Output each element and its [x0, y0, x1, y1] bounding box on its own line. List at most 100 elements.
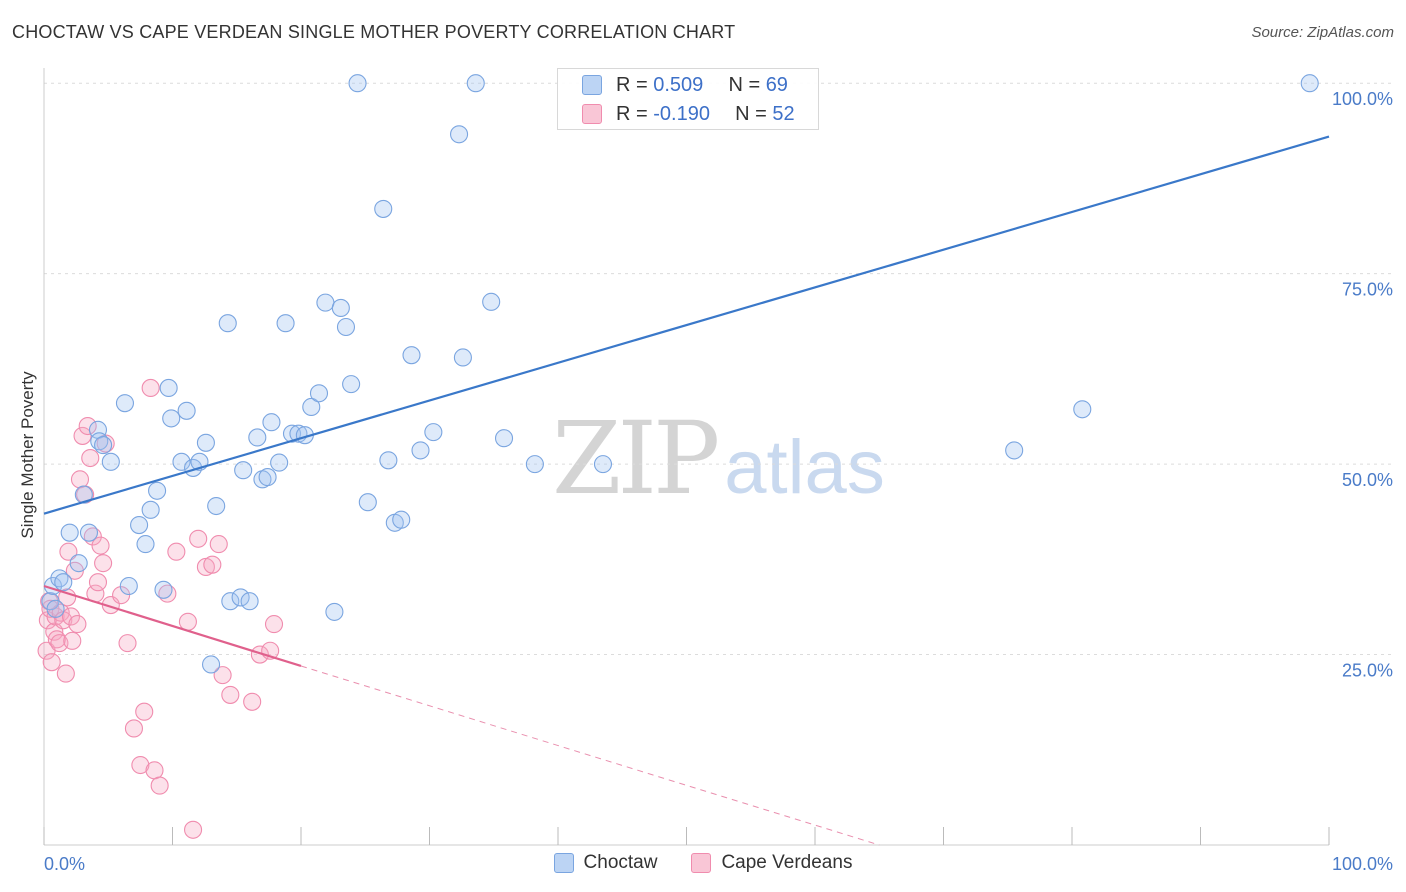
choctaw-point [309, 384, 329, 403]
y-tick-label: 100.0% [1332, 89, 1393, 109]
cape-verdeans-point [178, 612, 197, 631]
choctaw-point [46, 599, 65, 618]
grid-lines [44, 82, 1392, 656]
cape-verdeans-trend-line [43, 584, 302, 668]
choctaw-point [1300, 74, 1319, 93]
legend-label-cape-verdeans: Cape Verdeans [721, 852, 853, 873]
cape-verdeans-point [150, 776, 169, 795]
cape-verdeans-points [37, 378, 284, 839]
legend-r-value-choctaw: 0.509 [653, 73, 704, 96]
source-label: Source: ZipAtlas.com [1251, 24, 1394, 41]
watermark: ZIP atlas [552, 400, 885, 517]
choctaw-point [1005, 441, 1024, 460]
cape-verdeans-point [88, 573, 108, 592]
choctaw-point [196, 433, 215, 452]
choctaw-point [411, 441, 430, 460]
watermark-atlas: atlas [724, 425, 885, 510]
choctaw-point [302, 397, 321, 417]
choctaw-point [234, 461, 253, 480]
cape-verdeans-point [91, 536, 110, 555]
choctaw-point [494, 429, 514, 448]
choctaw-point [276, 314, 295, 333]
cape-verdeans-point [264, 615, 284, 634]
chart-title: CHOCTAW VS CAPE VERDEAN SINGLE MOTHER PO… [12, 22, 736, 42]
choctaw-point [119, 576, 138, 596]
series-legend: Choctaw Cape Verdeans [0, 852, 1406, 874]
choctaw-point [1073, 400, 1092, 419]
choctaw-point [162, 409, 181, 428]
legend-item-cape-verdeans: Cape Verdeans [691, 852, 852, 874]
cape-verdeans-point [221, 685, 240, 704]
trend-lines [43, 135, 1330, 846]
choctaw-point [141, 500, 160, 519]
choctaw-point [69, 554, 88, 573]
choctaw-point [374, 199, 393, 218]
legend-item-choctaw: Choctaw [553, 852, 658, 874]
cape-verdeans-point [63, 631, 82, 650]
legend-label-choctaw: Choctaw [583, 852, 658, 873]
choctaw-point [79, 523, 99, 542]
tick-labels: 25.0% 50.0% 75.0% 100.0% 0.0% 100.0% [44, 89, 1393, 874]
cape-verdeans-point [56, 664, 75, 683]
choctaw-point [115, 394, 135, 413]
cape-verdeans-point [61, 607, 81, 626]
choctaw-point [402, 346, 421, 365]
x-tick-label-min: 0.0% [44, 854, 85, 874]
legend-n-label: N = [735, 102, 767, 125]
choctaw-point [424, 423, 443, 442]
cape-verdeans-point [112, 586, 131, 605]
cape-verdeans-point [70, 470, 90, 489]
cape-verdeans-point [94, 554, 113, 573]
choctaw-point [101, 452, 120, 471]
cape-verdeans-point [243, 692, 262, 711]
choctaw-point [202, 655, 221, 674]
cape-verdeans-point [141, 378, 160, 397]
choctaw-point [262, 413, 281, 432]
choctaw-point [221, 592, 240, 611]
choctaw-point [342, 375, 361, 394]
cape-verdeans-point [145, 761, 164, 780]
cape-verdeans-point [131, 755, 150, 775]
cape-verdeans-point [250, 645, 269, 664]
cape-verdeans-point [124, 719, 143, 738]
choctaw-point [94, 436, 113, 455]
legend-n-value-choctaw: 69 [765, 73, 788, 96]
cape-verdeans-point [118, 634, 137, 653]
legend-swatch-cape-verdeans [582, 104, 602, 124]
choctaw-point [136, 535, 155, 554]
cape-verdeans-point [203, 555, 222, 574]
choctaw-point [207, 496, 226, 516]
choctaw-point [248, 428, 267, 447]
cape-verdeans-point [42, 653, 61, 672]
axes [43, 68, 1330, 846]
choctaw-point [240, 592, 259, 611]
cape-verdeans-point [59, 542, 78, 561]
cape-verdeans-point [68, 615, 87, 634]
choctaw-point [450, 125, 469, 144]
cape-verdeans-point [81, 448, 100, 468]
choctaw-point [358, 493, 377, 512]
choctaw-point [148, 481, 167, 500]
legend-swatch-choctaw [582, 75, 602, 95]
choctaw-point [392, 510, 411, 529]
choctaw-point [231, 588, 250, 607]
choctaw-point [316, 293, 335, 312]
y-tick-label: 75.0% [1342, 280, 1393, 300]
choctaw-point [593, 455, 613, 474]
choctaw-point [482, 292, 501, 311]
choctaw-point [218, 314, 237, 333]
cape-verdeans-point [78, 416, 97, 436]
y-tick-label: 50.0% [1342, 470, 1393, 490]
choctaw-point [172, 452, 191, 471]
correlation-legend: R = 0.509 N = 69 R = -0.190 N = 52 [557, 68, 819, 130]
x-tick-label-max: 100.0% [1332, 854, 1393, 874]
choctaw-point [54, 573, 73, 592]
cape-verdeans-point [167, 542, 186, 561]
choctaw-point [159, 378, 178, 397]
y-tick-label: 25.0% [1342, 661, 1393, 681]
cape-verdeans-point [184, 820, 203, 839]
cape-verdeans-point [213, 666, 232, 685]
choctaw-point [379, 451, 398, 470]
legend-r-label: R = [616, 102, 648, 125]
